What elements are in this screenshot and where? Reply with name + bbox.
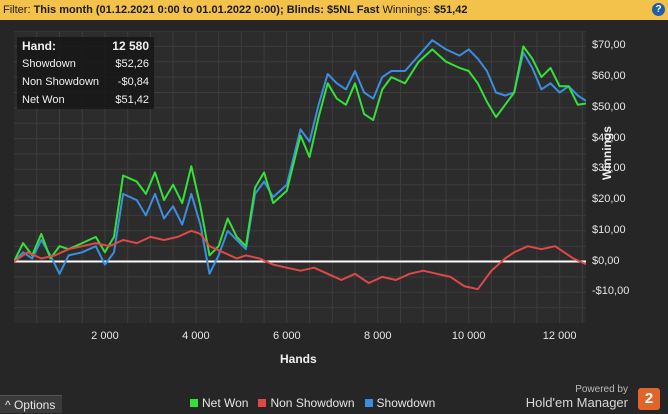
filter-winnings-label: Winnings: xyxy=(382,4,431,16)
powered-by-text: Powered by xyxy=(575,384,628,395)
series-line-net-won xyxy=(14,45,586,262)
hem-logo-icon: 2 xyxy=(638,388,660,410)
legend-label: Showdown xyxy=(376,396,436,410)
legend-item[interactable]: Showdown xyxy=(364,396,436,410)
y-tick-label: $40,00 xyxy=(592,131,626,144)
stat-showdown-label: Showdown xyxy=(22,58,76,70)
filter-winnings-value: $51,42 xyxy=(433,4,468,16)
stat-netwon-value: $51,42 xyxy=(115,94,149,106)
filter-period: This month (01.12.2021 0:00 to 01.01.202… xyxy=(33,4,284,16)
y-tick-label: $50,00 xyxy=(592,100,626,113)
stat-hand-label: Hand: xyxy=(22,39,56,53)
legend-swatch xyxy=(190,399,198,407)
y-tick-label: $60,00 xyxy=(592,70,626,83)
stat-nonshowdown-label: Non Showdown xyxy=(22,76,100,88)
x-tick-label: 6 000 xyxy=(273,330,301,342)
filter-blinds: Blinds: $5NL Fast xyxy=(286,4,380,16)
legend-item[interactable]: Net Won xyxy=(190,396,248,410)
y-tick-label: $70,00 xyxy=(592,39,626,52)
y-tick-label: -$10,00 xyxy=(592,285,630,298)
filter-bar: Filter: This month (01.12.2021 0:00 to 0… xyxy=(0,0,668,20)
legend-item[interactable]: Non Showdown xyxy=(258,396,355,410)
options-button[interactable]: ^ Options xyxy=(0,395,62,413)
x-tick-label: 10 000 xyxy=(451,330,486,342)
y-tick-label: $0,00 xyxy=(592,254,620,267)
x-tick-label: 2 000 xyxy=(91,330,119,342)
y-tick-label: $30,00 xyxy=(592,162,626,175)
stats-panel: Hand: 12 580 Showdown $52,26 Non Showdown -… xyxy=(17,37,154,109)
series-line-showdown xyxy=(14,39,586,275)
stat-showdown-value: $52,26 xyxy=(115,58,149,70)
legend-swatch xyxy=(258,399,267,407)
legend-swatch xyxy=(364,399,373,407)
help-icon[interactable]: ? xyxy=(652,3,665,16)
series-line-non-showdown xyxy=(14,229,586,291)
branding: Powered by Hold'em Manager 2 xyxy=(514,384,664,412)
x-tick-label: 12 000 xyxy=(542,330,577,342)
legend-label: Non Showdown xyxy=(270,396,355,410)
x-axis-title: Hands xyxy=(280,352,317,366)
y-axis-title: Winnings xyxy=(600,126,614,180)
y-tick-label: $10,00 xyxy=(592,223,626,236)
y-tick-label: $20,00 xyxy=(592,193,626,206)
product-name: Hold'em Manager xyxy=(525,395,628,410)
x-tick-label: 8 000 xyxy=(363,330,392,342)
filter-prefix: Filter: xyxy=(3,4,31,16)
stat-nonshowdown-value: -$0,84 xyxy=(117,76,149,88)
stat-netwon-label: Net Won xyxy=(22,94,65,106)
legend-label: Net Won xyxy=(202,396,249,410)
stat-hand-value: 12 580 xyxy=(112,39,149,53)
x-tick-label: 4 000 xyxy=(182,330,210,342)
winnings-chart xyxy=(14,31,586,323)
chart-legend: Net Won Non Showdown Showdown xyxy=(190,396,435,410)
